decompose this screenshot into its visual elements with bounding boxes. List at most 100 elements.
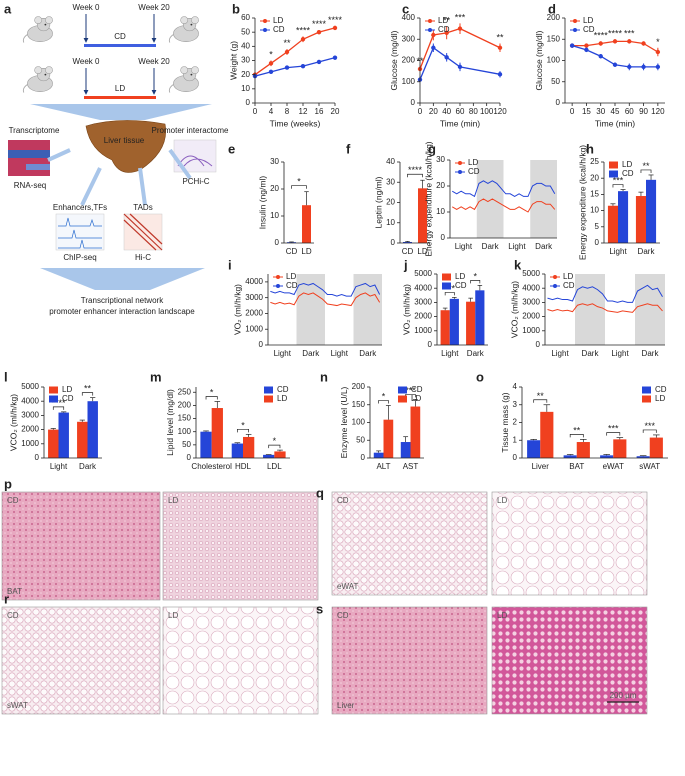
scale-bar-label: 200 µm xyxy=(610,691,637,700)
panel-letter: q xyxy=(316,485,324,500)
bar xyxy=(77,421,88,458)
x-tick-label: AST xyxy=(403,462,419,471)
legend-label: CD xyxy=(286,281,298,290)
y-axis-title: Leptin (ng/ml) xyxy=(373,176,383,228)
y-tick-label: 1 xyxy=(513,435,518,444)
legend-label: CD xyxy=(622,169,634,178)
significance: ** xyxy=(283,38,291,48)
y-tick-label: 50 xyxy=(182,440,191,449)
x-tick-label: ALT xyxy=(376,462,390,471)
method-label: Promoter interactome xyxy=(152,126,229,135)
y-tick-label: 4 xyxy=(513,382,518,391)
x-tick-label: 120 xyxy=(651,107,665,116)
bar xyxy=(263,454,275,458)
y-tick-label: 200 xyxy=(352,382,366,391)
funnel-arrow xyxy=(40,268,205,290)
data-point xyxy=(569,43,575,48)
legend-marker xyxy=(573,28,577,32)
method-label: TADs xyxy=(133,203,152,212)
x-tick-label: eWAT xyxy=(603,462,624,471)
data-point xyxy=(332,25,338,31)
bar xyxy=(373,452,384,458)
y-axis-title: VCO₂ (ml/h/kg) xyxy=(8,394,18,451)
data-point xyxy=(612,62,618,67)
y-tick-label: 0 xyxy=(35,453,40,462)
significance-bracket xyxy=(268,444,281,449)
significance-bracket xyxy=(569,434,584,438)
significance: * xyxy=(269,50,273,60)
x-tick-label: 0 xyxy=(418,107,423,116)
data-point xyxy=(444,30,449,36)
bar xyxy=(600,455,614,458)
x-tick-label: Liver xyxy=(532,462,550,471)
legend-marker xyxy=(428,19,432,23)
y-axis-title: VCO₂ (ml/h/kg) xyxy=(509,281,519,338)
week-label: Week 20 xyxy=(138,3,170,12)
data-point xyxy=(655,64,661,70)
schematic: a Week 0 Week 20 CD Week 0 Week 20 LD Li… xyxy=(4,1,229,316)
y-tick-label: 0 xyxy=(513,453,518,462)
data-point xyxy=(431,32,436,38)
y-tick-label: 50 xyxy=(551,77,560,86)
legend-swatch xyxy=(398,386,407,394)
panel-letter: o xyxy=(476,369,484,384)
data-point xyxy=(497,72,503,77)
method-label: Enhancers,TFs xyxy=(53,203,107,212)
y-tick-label: 150 xyxy=(352,400,366,409)
bar xyxy=(400,442,411,458)
x-tick-label: 30 xyxy=(596,107,605,116)
bar xyxy=(440,310,450,345)
panel-letter: a xyxy=(4,1,12,16)
y-tick-label: 3 xyxy=(513,400,518,409)
mouse-icon xyxy=(168,16,200,44)
significance-bracket xyxy=(642,429,657,433)
significance: *** xyxy=(608,424,619,434)
legend-swatch xyxy=(642,386,651,394)
significance-bracket xyxy=(470,280,481,284)
legend-label: LD xyxy=(438,16,448,25)
data-point xyxy=(598,41,603,46)
data-point xyxy=(627,39,632,44)
legend-marker xyxy=(276,275,280,279)
histology-image xyxy=(162,491,319,601)
x-tick-label: 16 xyxy=(315,107,324,116)
significance: * xyxy=(273,436,277,446)
series-line xyxy=(451,198,556,213)
significance: ** xyxy=(573,425,581,435)
x-tick-label: Dark xyxy=(582,349,600,358)
significance: *** xyxy=(613,176,624,186)
legend-label: LD xyxy=(468,158,478,167)
significance: **** xyxy=(328,15,343,25)
legend-label: LD xyxy=(277,394,287,403)
x-tick-label: Dark xyxy=(482,242,500,251)
series-line xyxy=(547,284,663,303)
x-tick-label: Light xyxy=(331,349,349,358)
bar xyxy=(287,242,296,243)
significance: ** xyxy=(84,384,92,394)
legend-label: CD xyxy=(273,25,285,34)
week-label: Week 20 xyxy=(138,57,170,66)
x-tick-label: Light xyxy=(274,349,292,358)
panel-letter: i xyxy=(228,257,232,272)
y-tick-label: 0 xyxy=(441,233,446,242)
center-label: Liver tissue xyxy=(104,136,145,145)
method-label: PCHi-C xyxy=(182,177,209,186)
y-tick-label: 3000 xyxy=(522,298,540,307)
data-point xyxy=(598,54,603,59)
group-label: LD xyxy=(115,84,125,93)
y-axis-title: VO₂ (ml/h/kg) xyxy=(232,284,242,335)
legend-marker xyxy=(458,170,462,174)
bar xyxy=(613,439,627,458)
x-axis-title: Time (min) xyxy=(440,118,480,128)
x-tick-label: Dark xyxy=(467,349,485,358)
x-tick-label: HDL xyxy=(235,462,252,471)
y-tick-label: 0 xyxy=(391,238,396,247)
significance: **** xyxy=(51,398,66,408)
y-tick-label: 30 xyxy=(270,157,279,166)
x-tick-label: CD xyxy=(286,247,298,256)
data-point xyxy=(300,63,306,69)
ld-bar xyxy=(84,96,156,99)
legend-label: CD xyxy=(468,167,480,176)
histology-image xyxy=(1,606,161,715)
bar xyxy=(563,455,577,458)
